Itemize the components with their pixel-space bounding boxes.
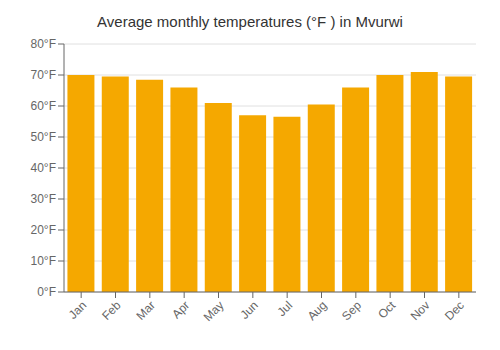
svg-text:80°F: 80°F	[31, 37, 56, 51]
svg-text:Jan: Jan	[66, 298, 90, 322]
svg-text:Sep: Sep	[339, 298, 364, 323]
svg-text:50°F: 50°F	[31, 130, 56, 144]
svg-text:Dec: Dec	[442, 298, 467, 323]
svg-text:May: May	[201, 298, 227, 324]
svg-text:60°F: 60°F	[31, 99, 56, 113]
svg-text:Jul: Jul	[275, 298, 296, 319]
svg-text:Oct: Oct	[375, 298, 399, 322]
html-text:Average monthly temperatures (: Average monthly temperatures (°F ) in Mv…	[97, 13, 403, 30]
svg-text:20°F: 20°F	[31, 223, 56, 237]
svg-text:Aug: Aug	[305, 298, 330, 323]
svg-text:Mar: Mar	[133, 298, 158, 323]
svg-text:70°F: 70°F	[31, 68, 56, 82]
svg-text:Nov: Nov	[408, 298, 433, 323]
svg-text:30°F: 30°F	[31, 192, 56, 206]
svg-text:10°F: 10°F	[31, 254, 56, 268]
svg-text:Jun: Jun	[237, 298, 261, 322]
svg-text:0°F: 0°F	[37, 285, 56, 299]
svg-text:Apr: Apr	[169, 298, 192, 321]
svg-text:Feb: Feb	[99, 298, 124, 323]
svg-text:40°F: 40°F	[31, 161, 56, 175]
